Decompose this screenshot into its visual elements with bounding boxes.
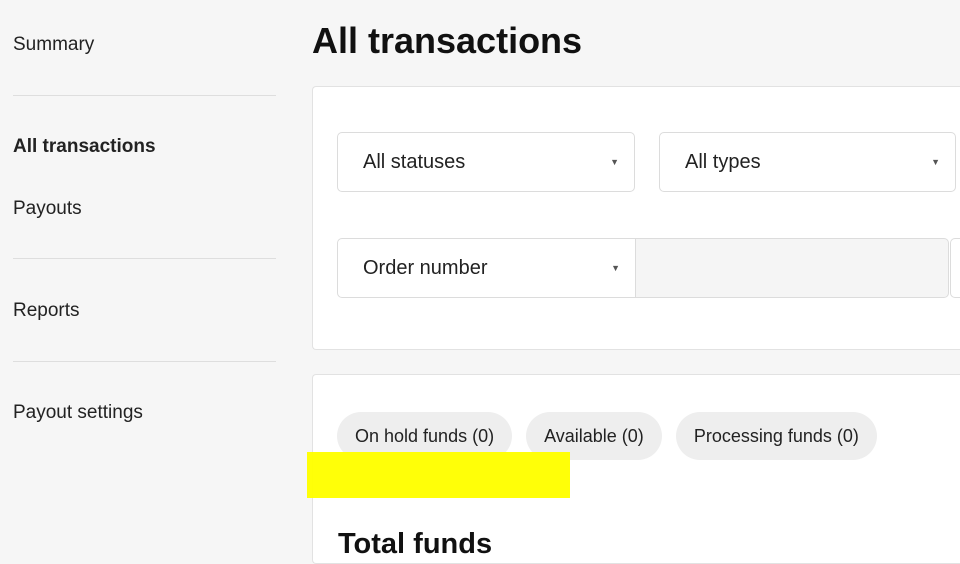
search-field-select[interactable]: Order number ▼ [337, 238, 636, 298]
caret-down-icon: ▼ [931, 157, 940, 167]
caret-down-icon: ▼ [610, 157, 619, 167]
search-field-select-value: Order number [363, 257, 488, 279]
divider [13, 95, 276, 96]
funds-tabs: On hold funds (0) Available (0) Processi… [337, 412, 957, 460]
sidebar-item-payouts[interactable]: Payouts [13, 198, 82, 219]
tab-available[interactable]: Available (0) [526, 412, 662, 460]
page-title: All transactions [312, 20, 583, 61]
type-select-value: All types [685, 151, 761, 173]
search-button[interactable] [950, 238, 960, 298]
tab-processing-funds[interactable]: Processing funds (0) [675, 412, 877, 460]
divider [13, 361, 276, 362]
divider [13, 258, 276, 259]
highlight-annotation [307, 452, 570, 498]
type-select[interactable]: All types ▼ [659, 132, 956, 192]
sidebar-item-payout-settings[interactable]: Payout settings [13, 402, 143, 423]
filters-card [312, 86, 960, 350]
sidebar-item-reports[interactable]: Reports [13, 300, 80, 321]
status-select-value: All statuses [363, 151, 466, 173]
sidebar-item-all-transactions[interactable]: All transactions [13, 136, 156, 157]
search-input[interactable] [635, 238, 949, 298]
sidebar: Summary All transactions Payouts Reports… [0, 0, 290, 564]
sidebar-item-summary[interactable]: Summary [13, 34, 95, 55]
status-select[interactable]: All statuses ▼ [337, 132, 635, 192]
caret-down-icon: ▼ [611, 263, 620, 273]
total-funds-heading: Total funds [338, 528, 493, 560]
